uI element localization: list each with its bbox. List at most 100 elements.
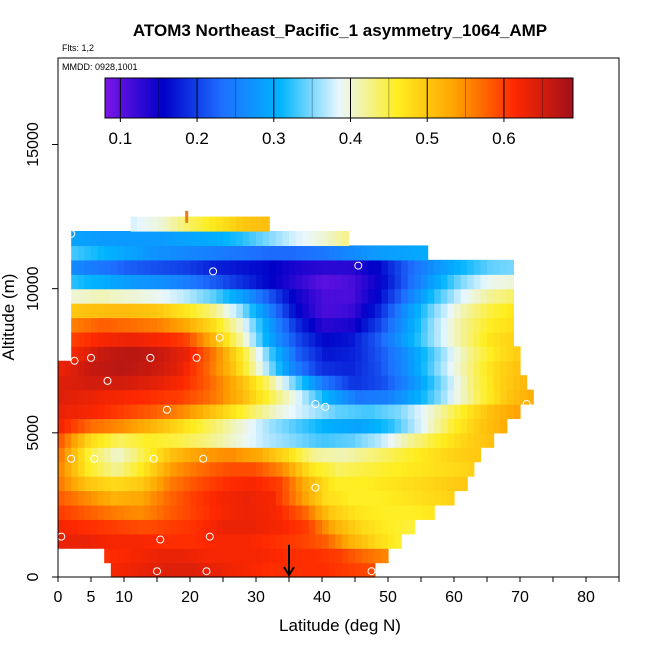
field-cell [242,331,250,347]
field-cell [196,490,204,506]
field-cell [236,360,244,376]
field-cell [368,389,376,405]
field-cell [196,259,204,275]
field-cell [421,346,429,362]
field-cell [236,447,244,463]
field-cell [223,245,231,261]
field-cell [203,259,211,275]
flight-point [311,483,320,492]
field-cell [355,346,363,362]
field-cell [414,360,422,376]
flight-point [153,567,161,576]
field-cell [137,432,145,448]
field-cell [427,476,435,492]
field-cell [361,548,369,564]
field-cell [355,404,363,420]
field-cell [163,461,171,477]
field-cell [196,303,204,319]
field-cell [282,331,290,347]
field-cell [137,231,145,247]
field-cell [124,519,132,535]
field-cell [480,303,488,319]
field-cell [130,231,138,247]
field-cell [368,461,376,477]
field-cell [170,490,178,506]
field-cell [256,548,264,564]
field-cell [460,317,468,333]
field-cell [302,303,310,319]
field-cell [216,346,224,362]
field-cell [414,245,422,261]
field-cell [374,360,382,376]
field-cell [176,447,184,463]
field-cell [355,490,363,506]
field-cell [130,519,138,535]
field-cell [58,404,66,420]
field-cell [374,447,382,463]
latitude-arrow-head [283,566,295,577]
field-cell [150,447,158,463]
field-cell [381,245,389,261]
field-cell [77,245,85,261]
field-cell [421,447,429,463]
colorbar [104,77,574,119]
field-cell [130,375,138,391]
field-cell [275,360,283,376]
field-cell [361,375,369,391]
field-cell [77,317,85,333]
field-cell [110,317,118,333]
field-cell [315,375,323,391]
field-cell [91,504,99,520]
field-cell [84,476,92,492]
field-cell [91,317,99,333]
field-cell [236,346,244,362]
field-cell [302,533,310,549]
field-cell [203,389,211,405]
field-cell [110,288,118,304]
field-cell [84,346,92,362]
field-cell [104,331,112,347]
field-cell [130,404,138,420]
field-cell [368,432,376,448]
field-cell [308,274,316,290]
field-cell [242,533,250,549]
field-cell [434,404,442,420]
field-cell [308,360,316,376]
flight-point [67,454,76,463]
field-cell [137,533,145,549]
field-cell [440,418,448,434]
field-cell [157,303,165,319]
field-cell [500,360,508,376]
x-tick-label: 80 [577,589,595,606]
field-cell [170,432,178,448]
field-cell [460,259,468,275]
field-cell [275,447,283,463]
field-cell [262,533,270,549]
field-cell [110,432,118,448]
field-cell [137,418,145,434]
field-cell [335,375,343,391]
field-cell [236,548,244,564]
field-cell [335,346,343,362]
field-cell [157,259,165,275]
field-cell [289,303,297,319]
field-cell [500,346,508,362]
field-cell [401,447,409,463]
field-cell [130,562,138,578]
field-cell [322,418,330,434]
field-cell [467,317,475,333]
field-cell [282,519,290,535]
field-cell [381,389,389,405]
field-cell [117,288,125,304]
field-cell [64,533,72,549]
field-cell [196,231,204,247]
field-cell [209,346,217,362]
field-cell [394,404,402,420]
field-cell [480,259,488,275]
field-cell [223,461,231,477]
field-cell [163,346,171,362]
field-cell [454,288,462,304]
field-cell [170,562,178,578]
field-cell [170,216,178,232]
field-cell [302,331,310,347]
